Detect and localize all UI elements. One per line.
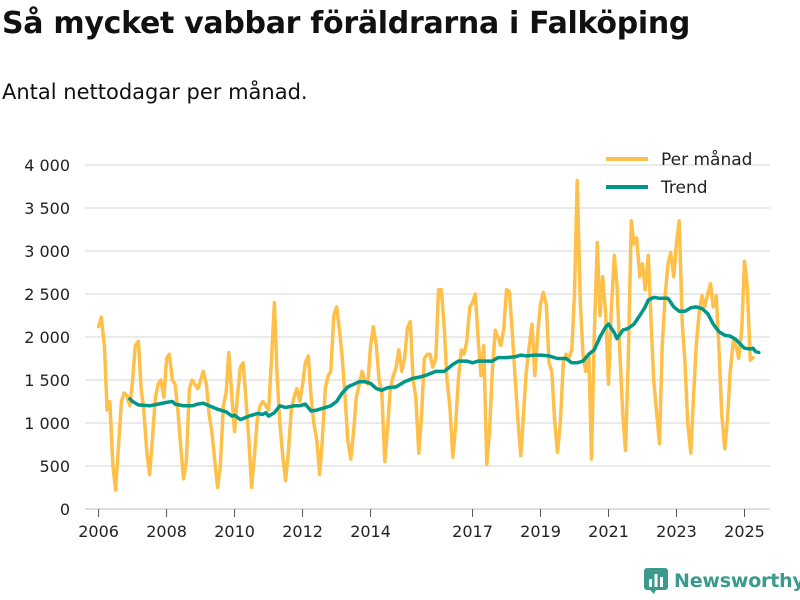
- y-tick-label: 3 000: [24, 242, 70, 261]
- x-tick-label: 2008: [146, 522, 187, 541]
- y-axis-ticks: 0 500 1 000 1 500 2 000 2 500 3 000 3 500 4 000: [24, 156, 70, 519]
- x-tick-label: 2017: [452, 522, 493, 541]
- brand-logo: Newsworthy: [644, 568, 800, 594]
- gridlines: [85, 164, 770, 510]
- y-tick-label: 0: [60, 500, 70, 519]
- y-tick-label: 1 500: [24, 371, 70, 390]
- brand-name: Newsworthy: [674, 570, 800, 592]
- series-line-per-manad: [96, 178, 755, 492]
- x-tick-label: 2014: [350, 522, 391, 541]
- y-tick-label: 2 000: [24, 328, 70, 347]
- x-tick-label: 2023: [656, 522, 697, 541]
- series-line-trend: [128, 295, 761, 422]
- x-tick-label: 2025: [724, 522, 765, 541]
- y-tick-label: 1 000: [24, 414, 70, 433]
- legend: Per månad Trend: [606, 149, 752, 198]
- y-tick-label: 4 000: [24, 156, 70, 175]
- chart-subtitle: Antal nettodagar per månad.: [2, 80, 308, 104]
- y-tick-label: 500: [39, 457, 70, 476]
- x-tick-label: 2012: [282, 522, 323, 541]
- y-tick-label: 2 500: [24, 285, 70, 304]
- bar-chart-icon: [644, 568, 668, 594]
- x-axis-ticks: 2006 2008 2010 2012 2014 2017 2019 2021 2023 2025: [78, 509, 765, 541]
- legend-label: Per månad: [661, 149, 752, 170]
- x-tick-label: 2006: [78, 522, 119, 541]
- x-tick-label: 2010: [214, 522, 255, 541]
- series-lines: [96, 178, 761, 492]
- legend-label: Trend: [660, 178, 708, 198]
- x-tick-label: 2021: [588, 522, 629, 541]
- chart-title: Så mycket vabbar föräldrarna i Falköping: [2, 6, 691, 41]
- x-tick-label: 2019: [520, 522, 561, 541]
- y-tick-label: 3 500: [24, 199, 70, 218]
